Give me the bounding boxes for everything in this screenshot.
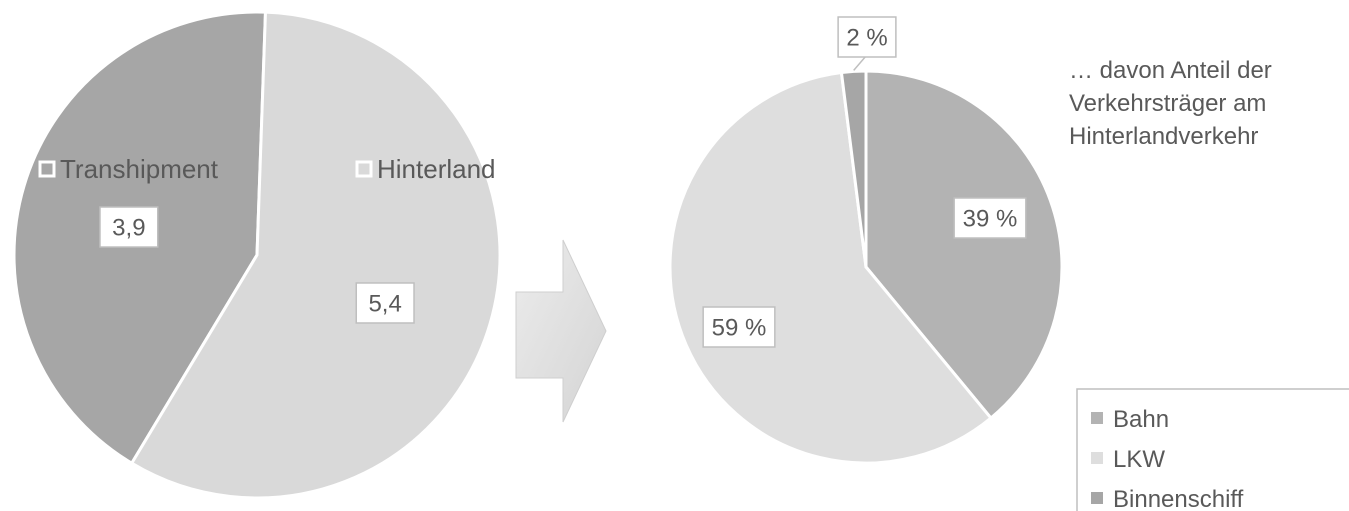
pie-slice-binnenschiff [839,69,868,269]
pie-chart-modal-split-labels: 39 % 59 % 2 % [702,16,1027,348]
data-label-hinterland: 5,4 [355,282,415,324]
legend-item-bahn: Bahn [1091,406,1169,433]
pie-chart-volume [12,10,502,500]
legend-swatch [1091,452,1103,464]
legend-label: Bahn [1113,406,1169,433]
legend-label: LKW [1113,446,1165,473]
title-line-1: … davon Anteil der [1069,57,1272,84]
legend-item-transhipment: Transhipment [38,154,219,184]
chart-title: … davon Anteil der Verkehrsträger am Hin… [1069,57,1272,150]
data-label-transhipment-text: 3,9 [112,215,145,242]
legend-box [1076,388,1349,511]
pie-slice-hinterland [130,10,502,500]
legend-modal-split: Bahn LKW Binnenschiff [1076,388,1349,511]
data-label-hinterland-text: 5,4 [368,291,401,318]
data-label-binnenschiff: 2 % [837,16,897,58]
data-label-bahn-text: 39 % [963,206,1018,233]
legend-swatch [355,160,373,178]
legend-swatch [38,160,56,178]
data-label-binnenschiff-text: 2 % [846,25,887,52]
pie-chart-volume-labels: 3,9 5,4 Transhipment Hinterland [38,154,496,324]
data-label-binnenschiff-box [837,16,897,58]
pie-slice-lkw [668,71,993,465]
legend-label: Hinterland [377,154,496,184]
title-line-2: Verkehrsträger am [1069,90,1266,117]
leader-line-binnenschiff [853,55,867,71]
right-arrow-icon [515,239,607,423]
data-label-lkw-box [702,306,776,348]
legend-item-binnenschiff: Binnenschiff [1091,486,1244,511]
legend-item-hinterland: Hinterland [355,154,496,184]
pie-slice-bahn [864,69,1064,420]
data-label-lkw: 59 % [702,306,776,348]
data-label-transhipment: 3,9 [99,206,159,248]
legend-label: Binnenschiff [1113,486,1244,511]
data-label-hinterland-box [355,282,415,324]
legend-swatch [1091,492,1103,504]
pie-chart-modal-split [668,69,1064,465]
title-line-3: Hinterlandverkehr [1069,123,1258,150]
legend-label: Transhipment [60,154,219,184]
data-label-transhipment-box [99,206,159,248]
data-label-lkw-text: 59 % [712,315,767,342]
legend-item-lkw: LKW [1091,446,1165,473]
data-label-bahn: 39 % [953,197,1027,239]
data-label-bahn-box [953,197,1027,239]
legend-swatch [1091,412,1103,424]
